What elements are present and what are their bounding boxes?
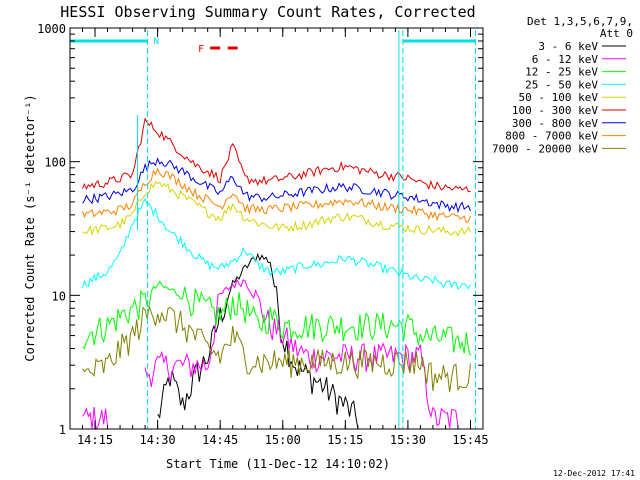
legend-entry-label: 50 - 100 keV	[519, 91, 599, 104]
legend-entry-label: 100 - 300 keV	[512, 104, 598, 117]
night-label: N	[154, 37, 159, 47]
annotation-layer: NF	[70, 30, 476, 429]
series-line	[82, 280, 471, 356]
y-tick-label: 100	[44, 156, 66, 170]
x-axis-label: Start Time (11-Dec-12 14:10:02)	[166, 457, 390, 471]
y-tick-label: 1000	[37, 22, 66, 36]
x-tick-label: 15:15	[327, 433, 363, 447]
x-tick-label: 15:30	[390, 433, 426, 447]
flare-label: F	[198, 44, 204, 55]
series-line	[82, 197, 471, 290]
series-line	[82, 167, 471, 224]
series-line	[82, 117, 471, 193]
x-axis-ticks: 14:15 14:30 14:45 15:00 15:15 15:30 15:45	[69, 28, 489, 447]
legend-entry-label: 25 - 50 keV	[525, 78, 598, 91]
x-tick-label: 14:15	[77, 433, 113, 447]
legend-entry-label: 300 - 800 keV	[512, 117, 598, 130]
series-line	[82, 180, 471, 238]
legend-entry-label: 7000 - 20000 keV	[492, 142, 598, 155]
x-tick-label: 15:45	[452, 433, 488, 447]
legend-entry-label: 12 - 25 keV	[525, 66, 598, 79]
x-tick-label: 14:30	[140, 433, 176, 447]
y-tick-label: 1	[59, 423, 66, 437]
legend-entry-label: 6 - 12 keV	[532, 53, 599, 66]
plot-frame	[69, 27, 484, 430]
series-line	[157, 252, 359, 429]
y-tick-label: 10	[52, 289, 66, 303]
legend-header-line-1: Det 1,3,5,6,7,9,	[527, 15, 633, 28]
generation-timestamp: 12-Dec-2012 17:41	[553, 469, 635, 478]
series-line	[82, 278, 459, 431]
legend-header-line-2: Att 0	[600, 27, 633, 40]
series-line	[82, 157, 471, 214]
x-tick-label: 15:00	[265, 433, 301, 447]
x-tick-label: 14:45	[202, 433, 238, 447]
series-line	[82, 306, 471, 393]
legend-entry-label: 800 - 7000 keV	[505, 130, 598, 143]
y-axis-label: Corrected Count Rate (s⁻¹ detector⁻¹)	[23, 94, 37, 361]
series-layer	[82, 117, 471, 431]
y-axis-ticks: 1 10 100 1000	[37, 22, 483, 437]
legend-entry-label: 3 - 6 keV	[538, 40, 598, 53]
chart-title: HESSI Observing Summary Count Rates, Cor…	[60, 3, 475, 21]
